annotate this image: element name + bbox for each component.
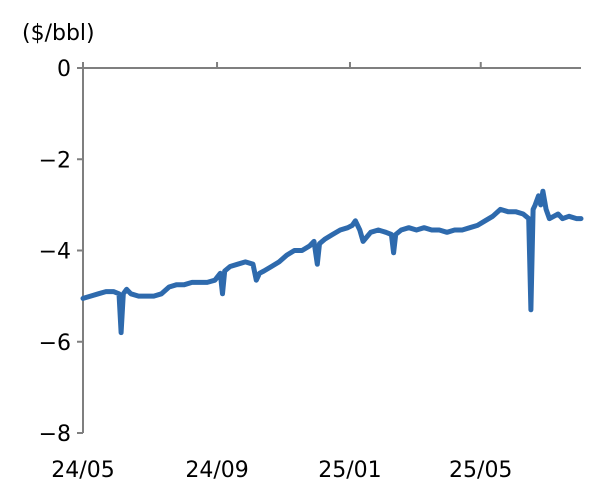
y-axis-unit-label: ($/bbl) [22, 21, 95, 46]
x-tick-label: 24/09 [185, 458, 248, 483]
y-tick-label: −2 [39, 148, 71, 173]
x-axis: 24/05 24/09 25/01 25/05 [51, 62, 512, 483]
y-tick-label: 0 [57, 57, 71, 82]
x-tick-label: 24/05 [51, 458, 114, 483]
x-tick-label: 25/01 [318, 458, 381, 483]
series-line [80, 188, 584, 336]
y-tick-label: −8 [39, 422, 71, 447]
y-tick-label: −4 [39, 240, 71, 265]
y-axis: 0 −2 −4 −6 −8 [39, 57, 83, 447]
y-tick-label: −6 [39, 331, 71, 356]
x-tick-label: 25/05 [449, 458, 512, 483]
